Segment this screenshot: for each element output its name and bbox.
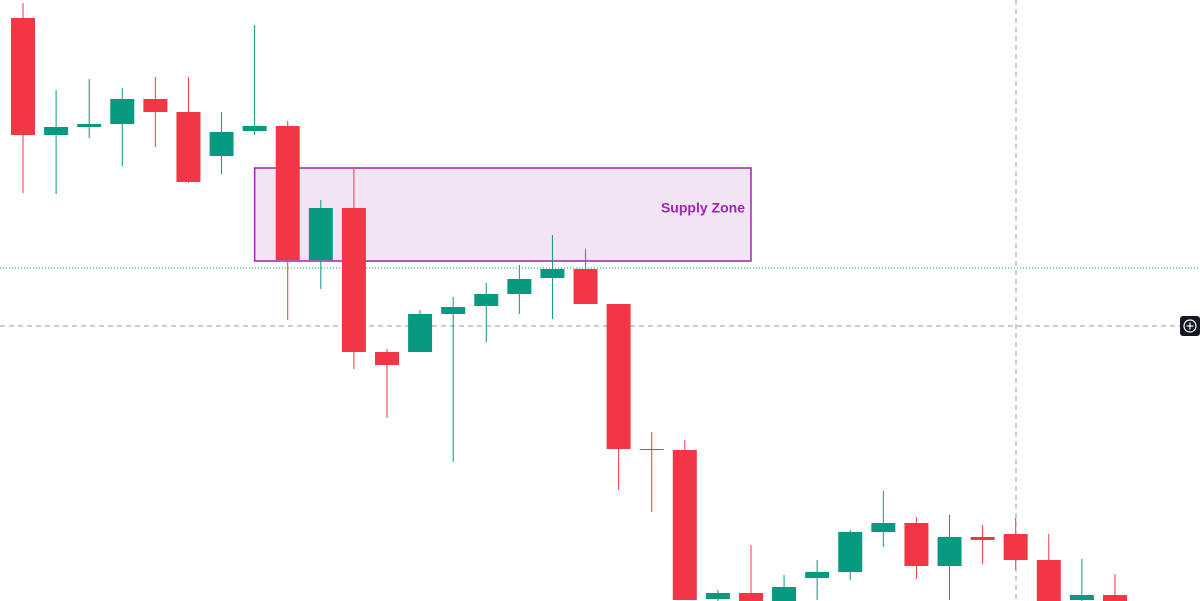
candle <box>474 283 499 342</box>
candle-body <box>772 587 797 601</box>
candle-body <box>242 126 267 131</box>
candle <box>970 525 995 564</box>
candle-body <box>44 127 69 135</box>
candle <box>1069 559 1094 601</box>
candle-body <box>540 269 565 278</box>
candle-body <box>110 99 135 124</box>
candle-body <box>374 352 399 365</box>
candle <box>672 440 697 600</box>
candle-body <box>606 304 631 449</box>
candle <box>1003 518 1028 570</box>
candle <box>937 515 962 600</box>
candle <box>805 560 830 600</box>
candle-body <box>805 572 830 578</box>
candle <box>341 167 366 369</box>
candle-body <box>1003 534 1028 560</box>
candle-body <box>1069 595 1094 600</box>
candle <box>143 77 168 147</box>
candle-body <box>871 523 896 532</box>
candle-body <box>507 279 532 294</box>
candle <box>838 530 863 580</box>
candle <box>772 575 797 601</box>
candle <box>639 432 664 512</box>
candle-body <box>970 537 995 540</box>
candle-body <box>308 208 333 260</box>
candle <box>573 249 598 304</box>
candle <box>209 112 234 174</box>
candle <box>242 25 267 135</box>
candle <box>705 590 730 601</box>
candle <box>77 79 102 138</box>
candle-body <box>738 593 763 601</box>
candle-body <box>474 294 499 306</box>
add-button[interactable] <box>1180 316 1200 336</box>
candle <box>606 304 631 490</box>
candle <box>871 491 896 547</box>
candle <box>374 349 399 418</box>
candle-body <box>209 132 234 156</box>
candle-body <box>639 449 664 450</box>
candle-body <box>408 314 433 352</box>
candle <box>738 545 763 601</box>
candle <box>441 297 466 462</box>
candle <box>1036 534 1061 601</box>
candle-body <box>838 532 863 572</box>
candle <box>110 88 135 166</box>
candle <box>275 121 300 320</box>
candle-body <box>672 450 697 600</box>
candle-body <box>275 126 300 260</box>
candle-body <box>937 537 962 566</box>
candle-body <box>573 269 598 304</box>
candle <box>1102 574 1127 601</box>
candle <box>507 265 532 314</box>
candle-body <box>441 307 466 314</box>
candle-body <box>176 112 201 182</box>
candle <box>11 3 35 193</box>
candle-body <box>11 18 35 135</box>
candle-body <box>904 523 929 566</box>
candle-body <box>77 124 102 127</box>
candle <box>308 200 333 289</box>
supply-zone <box>253 167 752 262</box>
candle-body <box>1102 595 1127 601</box>
candle-body <box>1036 560 1061 601</box>
candle-body <box>705 593 730 599</box>
candle <box>540 235 565 319</box>
candle-body <box>341 208 366 352</box>
zone-label: Supply Zone <box>661 200 745 216</box>
candle-body <box>143 99 168 112</box>
candle <box>408 310 433 352</box>
candle <box>44 90 69 194</box>
candle <box>176 77 201 183</box>
candle <box>904 517 929 579</box>
